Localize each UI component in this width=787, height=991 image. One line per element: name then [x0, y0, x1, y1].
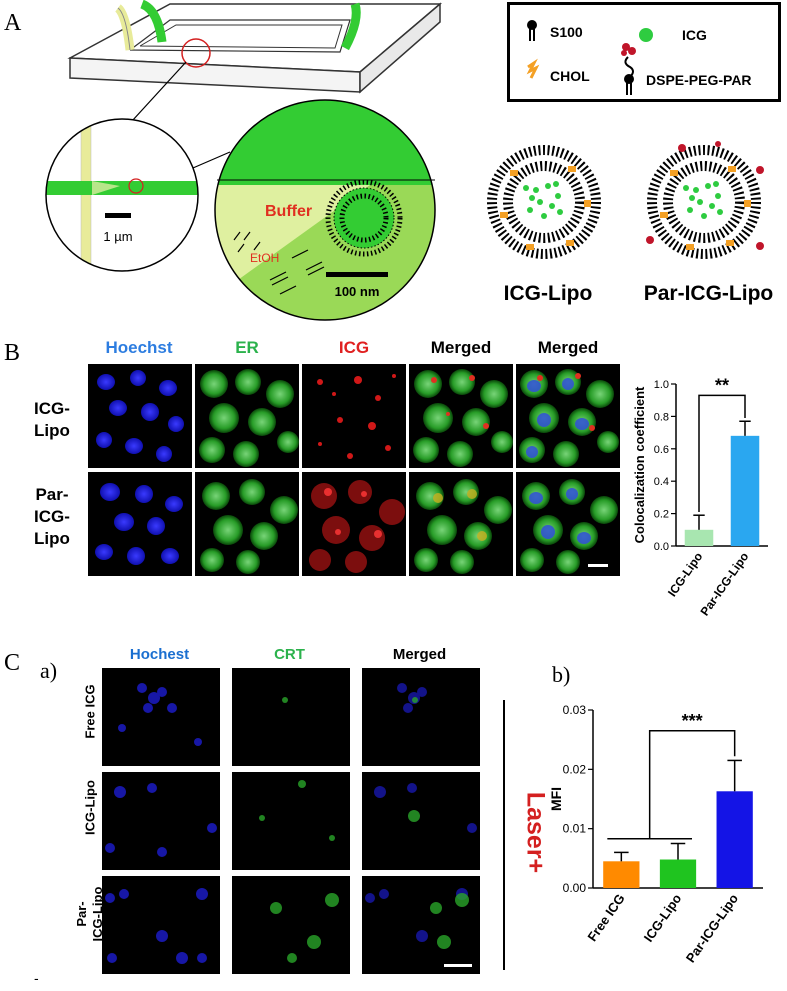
c-img-r2-crt — [232, 772, 350, 870]
c-img-r1-crt — [232, 668, 350, 766]
legend-chol: CHOL — [550, 68, 590, 84]
bar-2 — [659, 859, 697, 888]
b-col-icg: ICG — [338, 338, 370, 357]
c-col-merged: Merged — [392, 646, 447, 663]
panel-letter-c: C — [4, 650, 21, 676]
y-axis-label: MFI — [548, 787, 564, 811]
legend-icons: S100 ICG CHOL DSPE-PEG-PAR — [526, 20, 752, 95]
bar-1 — [603, 861, 640, 888]
b-col-merged-2: Merged — [537, 338, 599, 357]
buffer-label: Buffer — [265, 203, 312, 220]
icg-dot-icon — [639, 28, 653, 42]
c-col-hochest: Hochest — [129, 646, 190, 663]
panel-letter-b: B — [4, 340, 21, 366]
dspe-peg-par-icon — [621, 43, 636, 95]
y-tick-label: 0.02 — [563, 762, 587, 776]
b-row-par-icg-lipo: Par- ICG- Lipo — [34, 485, 70, 548]
y-tick-label: 0.00 — [563, 881, 587, 895]
category-label-2: Par-ICG-Lipo — [698, 550, 752, 619]
category-label-1: ICG-Lipo — [665, 550, 706, 600]
significance-bracket — [698, 394, 746, 512]
c-img-r1-hochest — [102, 668, 220, 766]
c-row-icg-lipo: ICG-Lipo — [82, 780, 98, 835]
par-icg-lipo-label: Par-ICG-Lipo — [643, 282, 774, 305]
footer-mark: - — [34, 970, 39, 986]
y-tick-label: 0.8 — [654, 411, 669, 423]
y-axis-label: Colocalization coefficient — [632, 386, 647, 543]
significance-bracket — [648, 730, 736, 839]
c-img-r1-merged — [362, 668, 480, 766]
bar-2 — [730, 435, 760, 546]
s100-icon — [527, 20, 537, 41]
bar-3 — [716, 791, 753, 888]
b-micrograph-grid — [88, 364, 620, 576]
c-scale-bar — [444, 964, 472, 967]
microfluidic-chip-diagram: 1 µm Buffer EtOH 100 nm — [45, 0, 443, 321]
y-tick-label: 0.03 — [563, 703, 587, 717]
c-col-crt: CRT — [274, 646, 305, 663]
category-label-3: Par-ICG-Lipo — [683, 891, 741, 965]
panel-c-sub-b: b) — [552, 662, 571, 687]
bar-1 — [684, 529, 714, 546]
icg-lipo-label: ICG-Lipo — [503, 282, 593, 305]
y-tick-label: 0.01 — [563, 822, 587, 836]
laser-divider — [503, 700, 505, 970]
y-tick-label: 0.0 — [654, 541, 669, 553]
legend-icg: ICG — [682, 27, 707, 43]
b-col-hoechst: Hoechst — [105, 338, 173, 357]
scale-bar-small-label: 1 µm — [103, 229, 132, 244]
icg-lipo-schematic — [487, 145, 601, 259]
scale-bar-large-label: 100 nm — [335, 284, 380, 299]
significance-label: *** — [682, 711, 703, 731]
chol-icon — [526, 58, 540, 79]
legend-s100: S100 — [550, 24, 583, 40]
y-tick-label: 0.4 — [654, 476, 669, 488]
c-row-free-icg: Free ICG — [82, 684, 98, 739]
significance-label: ** — [715, 375, 729, 395]
mfi-chart: 0.00 0.01 0.02 0.03 MFI Free ICG ICG-LipoPar-I… — [548, 703, 763, 965]
b-col-er: ER — [235, 338, 259, 357]
component-legend: S100 ICG CHOL DSPE-PEG-PAR — [507, 2, 781, 102]
liposome-schematics — [487, 141, 764, 259]
y-tick-label: 1.0 — [654, 379, 669, 391]
y-tick-label: 0.6 — [654, 444, 669, 456]
legend-dspe-peg-par: DSPE-PEG-PAR — [646, 72, 752, 88]
b-row-icg-lipo: ICG- Lipo — [34, 399, 70, 440]
etoh-label: EtOH — [250, 251, 279, 265]
colocalization-chart: 0.0 0.2 0.4 0.6 0.8 1.0 Colocalization coeffic… — [632, 375, 768, 619]
b-scale-bar — [588, 564, 608, 567]
b-img-r1-icg — [302, 364, 406, 468]
category-label-2: ICG-Lipo — [641, 891, 685, 945]
category-label-1: Free ICG — [584, 891, 627, 944]
c-micrograph-grid — [102, 668, 480, 974]
par-icg-lipo-schematic — [646, 141, 764, 259]
panel-letter-a: A — [4, 10, 22, 36]
b-col-merged-1: Merged — [430, 338, 492, 357]
y-tick-label: 0.2 — [654, 509, 669, 521]
panel-c-sub-a: a) — [40, 658, 58, 683]
